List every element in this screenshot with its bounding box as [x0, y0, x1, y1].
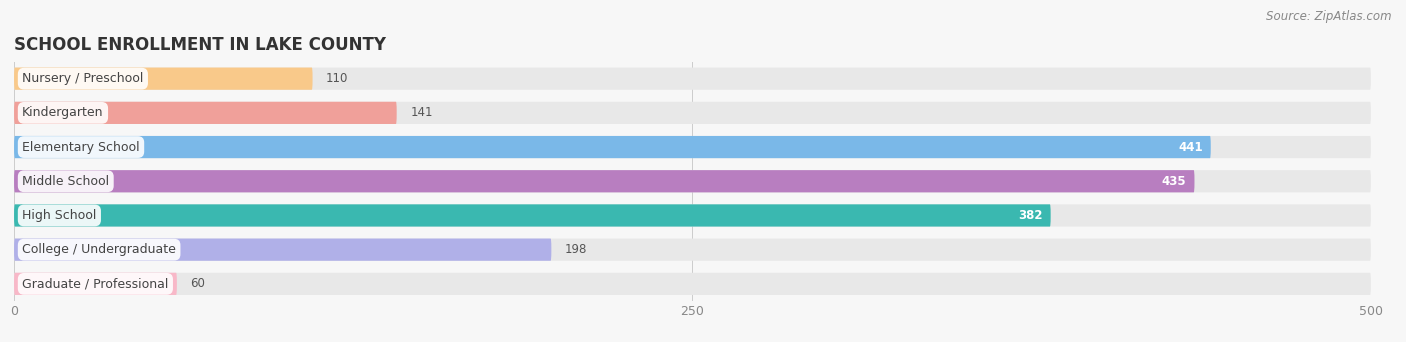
- FancyBboxPatch shape: [14, 102, 1371, 124]
- Text: Nursery / Preschool: Nursery / Preschool: [22, 72, 143, 85]
- Text: 382: 382: [1018, 209, 1042, 222]
- Text: Elementary School: Elementary School: [22, 141, 139, 154]
- FancyBboxPatch shape: [14, 205, 1371, 227]
- FancyBboxPatch shape: [14, 68, 312, 90]
- Text: 110: 110: [326, 72, 349, 85]
- Text: 141: 141: [411, 106, 433, 119]
- Text: 435: 435: [1161, 175, 1187, 188]
- FancyBboxPatch shape: [14, 273, 1371, 295]
- Text: 441: 441: [1178, 141, 1202, 154]
- Text: High School: High School: [22, 209, 97, 222]
- FancyBboxPatch shape: [14, 136, 1211, 158]
- Text: Kindergarten: Kindergarten: [22, 106, 104, 119]
- FancyBboxPatch shape: [14, 273, 177, 295]
- FancyBboxPatch shape: [14, 170, 1195, 192]
- Text: 60: 60: [190, 277, 205, 290]
- Text: Middle School: Middle School: [22, 175, 110, 188]
- FancyBboxPatch shape: [14, 170, 1371, 192]
- FancyBboxPatch shape: [14, 239, 1371, 261]
- FancyBboxPatch shape: [14, 239, 551, 261]
- FancyBboxPatch shape: [14, 68, 1371, 90]
- Text: 198: 198: [565, 243, 588, 256]
- FancyBboxPatch shape: [14, 136, 1371, 158]
- Text: SCHOOL ENROLLMENT IN LAKE COUNTY: SCHOOL ENROLLMENT IN LAKE COUNTY: [14, 37, 387, 54]
- Text: College / Undergraduate: College / Undergraduate: [22, 243, 176, 256]
- FancyBboxPatch shape: [14, 205, 1050, 227]
- FancyBboxPatch shape: [14, 102, 396, 124]
- Text: Graduate / Professional: Graduate / Professional: [22, 277, 169, 290]
- Text: Source: ZipAtlas.com: Source: ZipAtlas.com: [1267, 10, 1392, 23]
